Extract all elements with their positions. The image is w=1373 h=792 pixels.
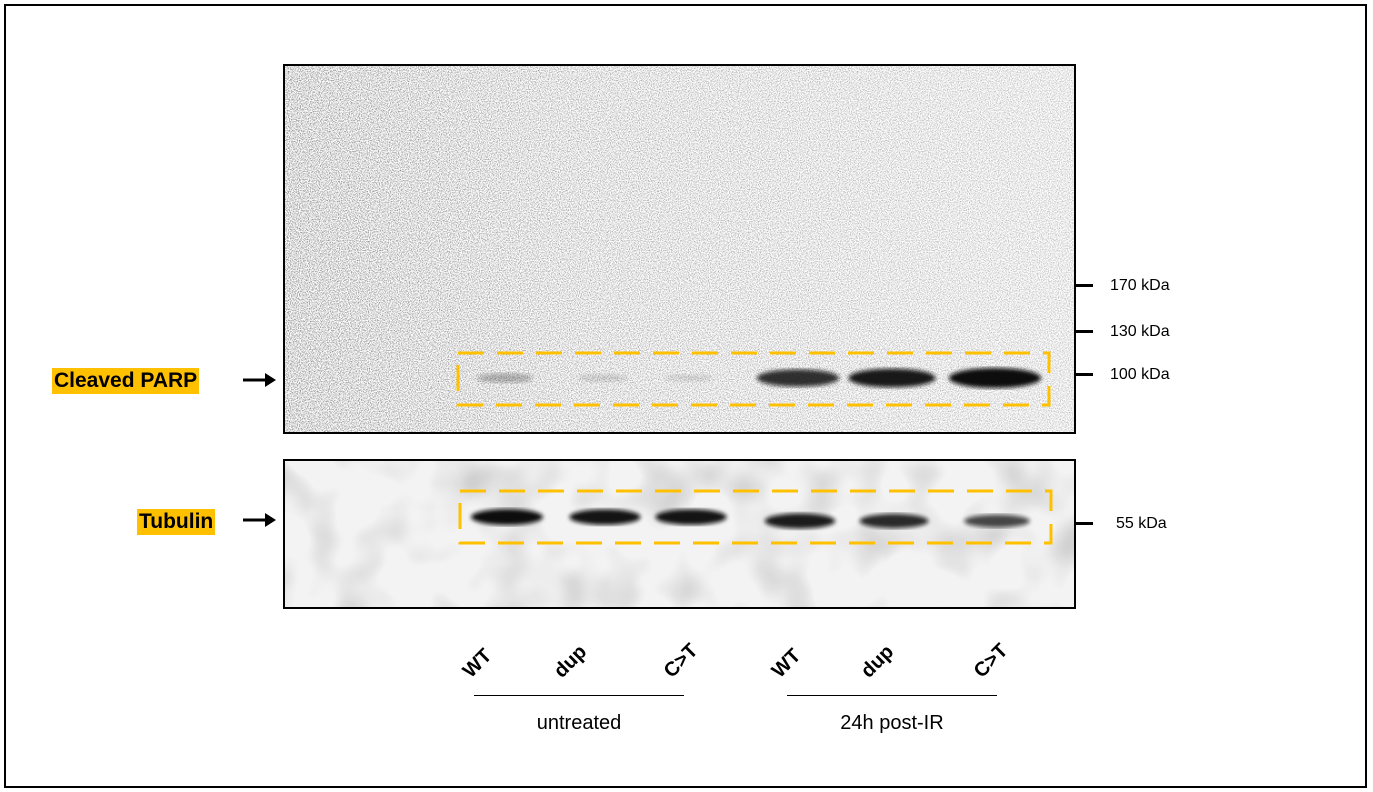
figure-frame bbox=[4, 4, 1367, 788]
marker-55: 55 kDa bbox=[1116, 515, 1167, 532]
group-label-post-ir: 24h post-IR bbox=[840, 712, 944, 734]
band-tubulin bbox=[471, 509, 543, 525]
marker-tick-100 bbox=[1075, 373, 1093, 376]
tubulin-blot-image bbox=[285, 461, 1074, 607]
marker-tick-130 bbox=[1075, 330, 1093, 333]
arrow-right-icon bbox=[243, 373, 276, 387]
band-parp bbox=[949, 368, 1041, 388]
group-line-post-ir bbox=[787, 695, 997, 696]
group-line-untreated bbox=[474, 695, 684, 696]
parp-blot-image bbox=[285, 66, 1074, 432]
band-parp bbox=[756, 369, 840, 387]
band-parp bbox=[664, 374, 714, 382]
parp-blot bbox=[283, 64, 1076, 434]
marker-130: 130 kDa bbox=[1110, 323, 1170, 340]
marker-170: 170 kDa bbox=[1110, 277, 1170, 294]
parp-band-box bbox=[456, 351, 1051, 407]
band-tubulin bbox=[569, 509, 641, 525]
marker-tick-55 bbox=[1075, 522, 1093, 525]
arrow-right-icon bbox=[243, 513, 276, 527]
band-tubulin bbox=[859, 513, 929, 529]
band-tubulin bbox=[964, 514, 1030, 528]
marker-tick-170 bbox=[1075, 284, 1093, 287]
group-label-untreated: untreated bbox=[536, 712, 622, 734]
protein-label-parp: Cleaved PARP bbox=[52, 368, 200, 394]
band-parp bbox=[578, 374, 628, 382]
band-parp bbox=[848, 368, 936, 388]
band-tubulin bbox=[655, 509, 727, 525]
tubulin-blot bbox=[283, 459, 1076, 609]
band-tubulin bbox=[764, 513, 836, 529]
tubulin-band-box bbox=[458, 489, 1053, 545]
marker-100: 100 kDa bbox=[1110, 366, 1170, 383]
protein-label-tubulin: Tubulin bbox=[137, 509, 216, 535]
band-parp bbox=[477, 373, 533, 383]
